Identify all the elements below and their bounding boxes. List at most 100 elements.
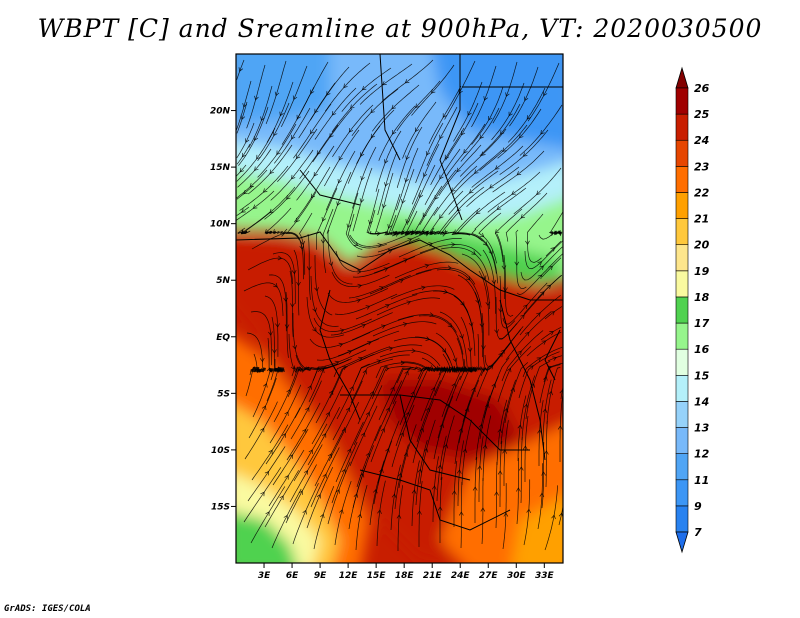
streamline bbox=[264, 470, 300, 528]
streamline bbox=[411, 143, 440, 205]
streamline-arrowhead bbox=[476, 366, 482, 371]
streamline-arrowhead bbox=[406, 300, 412, 305]
streamline-arrowhead bbox=[251, 366, 257, 371]
streamline-arrowhead bbox=[334, 360, 340, 366]
streamline-arrowhead bbox=[310, 129, 315, 135]
colorbar-label: 16 bbox=[694, 343, 710, 356]
streamline bbox=[335, 421, 364, 483]
streamline bbox=[250, 486, 286, 544]
x-tick-label: 24E bbox=[451, 571, 471, 581]
streamline-arrowhead bbox=[399, 278, 404, 284]
streamline-arrowhead bbox=[468, 322, 474, 327]
streamline bbox=[499, 129, 549, 175]
streamline-arrowhead bbox=[550, 311, 555, 316]
colorbar-label: 17 bbox=[694, 317, 710, 330]
streamline bbox=[460, 481, 463, 549]
streamline-arrowhead bbox=[537, 429, 542, 434]
streamline bbox=[294, 366, 330, 419]
x-tick-label: 12E bbox=[339, 571, 359, 581]
streamline bbox=[246, 332, 266, 371]
streamline-arrowhead bbox=[291, 269, 297, 275]
streamline bbox=[372, 321, 437, 337]
streamline-arrowhead bbox=[439, 214, 444, 219]
streamline-arrowhead bbox=[329, 133, 334, 138]
x-tick-label: 15E bbox=[367, 571, 387, 581]
streamline bbox=[351, 315, 414, 341]
streamline-arrowhead bbox=[275, 366, 281, 371]
streamline bbox=[545, 240, 562, 257]
colorbar-label: 25 bbox=[694, 108, 710, 121]
streamline-arrowhead bbox=[396, 514, 402, 519]
streamline-arrowhead bbox=[326, 91, 331, 96]
streamline bbox=[272, 428, 309, 486]
streamline bbox=[309, 332, 371, 348]
streamline-layer bbox=[236, 59, 563, 551]
streamline bbox=[452, 149, 503, 195]
streamline-arrowhead bbox=[425, 366, 430, 372]
streamline bbox=[415, 267, 476, 285]
streamline bbox=[437, 186, 485, 235]
streamline-arrowhead bbox=[500, 130, 505, 135]
streamline bbox=[481, 477, 484, 545]
streamline-arrowhead bbox=[430, 386, 436, 392]
streamline-arrowhead bbox=[482, 241, 488, 246]
streamline-arrowhead bbox=[479, 232, 485, 238]
streamline bbox=[325, 62, 371, 112]
streamline-arrowhead bbox=[316, 493, 322, 499]
streamline-arrowhead bbox=[302, 428, 307, 434]
streamline-arrowhead bbox=[291, 174, 296, 180]
streamline-arrowhead bbox=[405, 155, 410, 161]
border-line bbox=[319, 289, 361, 421]
streamline bbox=[264, 170, 310, 220]
streamline-arrowhead bbox=[443, 443, 449, 449]
streamline bbox=[306, 467, 334, 529]
streamline bbox=[314, 87, 357, 140]
streamline bbox=[314, 255, 333, 316]
streamline-arrowhead bbox=[370, 108, 375, 114]
streamline-arrowhead bbox=[516, 171, 522, 176]
streamline bbox=[271, 488, 302, 549]
streamline-arrowhead bbox=[274, 91, 280, 97]
streamline-arrowhead bbox=[325, 411, 331, 417]
streamline-arrowhead bbox=[292, 344, 298, 350]
border-line bbox=[359, 469, 511, 531]
streamline bbox=[312, 108, 353, 163]
streamline-arrowhead bbox=[252, 204, 258, 209]
streamline bbox=[411, 460, 420, 527]
streamline bbox=[394, 444, 409, 510]
streamline bbox=[487, 171, 541, 213]
streamline bbox=[520, 436, 523, 504]
streamline bbox=[293, 249, 300, 316]
streamline-arrowhead bbox=[360, 175, 365, 181]
colorbar: 7 9 11 12 13 14 15 16 17 18 19 20 21 22 23 24 25 26 bbox=[675, 66, 710, 554]
colorbar-lower-arrow bbox=[675, 531, 689, 554]
colorbar-swatch bbox=[675, 296, 689, 324]
streamline bbox=[313, 317, 372, 332]
streamline bbox=[540, 326, 562, 341]
streamline bbox=[494, 208, 523, 263]
border-line bbox=[299, 169, 361, 206]
streamline bbox=[293, 103, 332, 159]
streamline bbox=[310, 275, 339, 327]
y-tick-label: 15N bbox=[210, 163, 231, 173]
colorbar-swatch bbox=[675, 401, 689, 428]
streamline bbox=[334, 480, 352, 546]
streamline-arrowhead bbox=[401, 199, 406, 204]
streamline bbox=[268, 274, 287, 332]
streamline-arrowhead bbox=[400, 360, 406, 366]
streamline bbox=[513, 167, 562, 215]
y-tick-label: EQ bbox=[216, 333, 230, 343]
streamline-arrowhead bbox=[264, 470, 269, 476]
streamline bbox=[375, 130, 402, 192]
streamline bbox=[250, 311, 272, 366]
y-tick-label: 10N bbox=[210, 220, 231, 230]
streamline-arrowhead bbox=[379, 468, 384, 473]
streamline-arrowhead bbox=[506, 367, 512, 373]
streamline-arrowhead bbox=[541, 340, 547, 345]
streamline-arrowhead bbox=[488, 115, 493, 121]
streamline bbox=[479, 103, 521, 157]
streamline bbox=[433, 165, 478, 216]
streamline bbox=[299, 124, 339, 179]
streamline bbox=[287, 366, 327, 398]
streamline-arrowhead bbox=[523, 304, 528, 310]
